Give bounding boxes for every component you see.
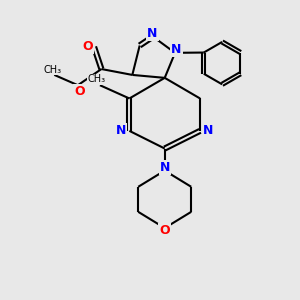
Text: O: O bbox=[159, 224, 170, 238]
Text: CH₃: CH₃ bbox=[44, 64, 62, 75]
Text: O: O bbox=[83, 40, 94, 53]
Text: N: N bbox=[160, 161, 170, 174]
Text: N: N bbox=[147, 27, 158, 40]
Text: N: N bbox=[116, 124, 126, 137]
Text: N: N bbox=[203, 124, 214, 137]
Text: N: N bbox=[171, 43, 182, 56]
Text: CH₃: CH₃ bbox=[88, 74, 106, 84]
Text: O: O bbox=[74, 85, 85, 98]
